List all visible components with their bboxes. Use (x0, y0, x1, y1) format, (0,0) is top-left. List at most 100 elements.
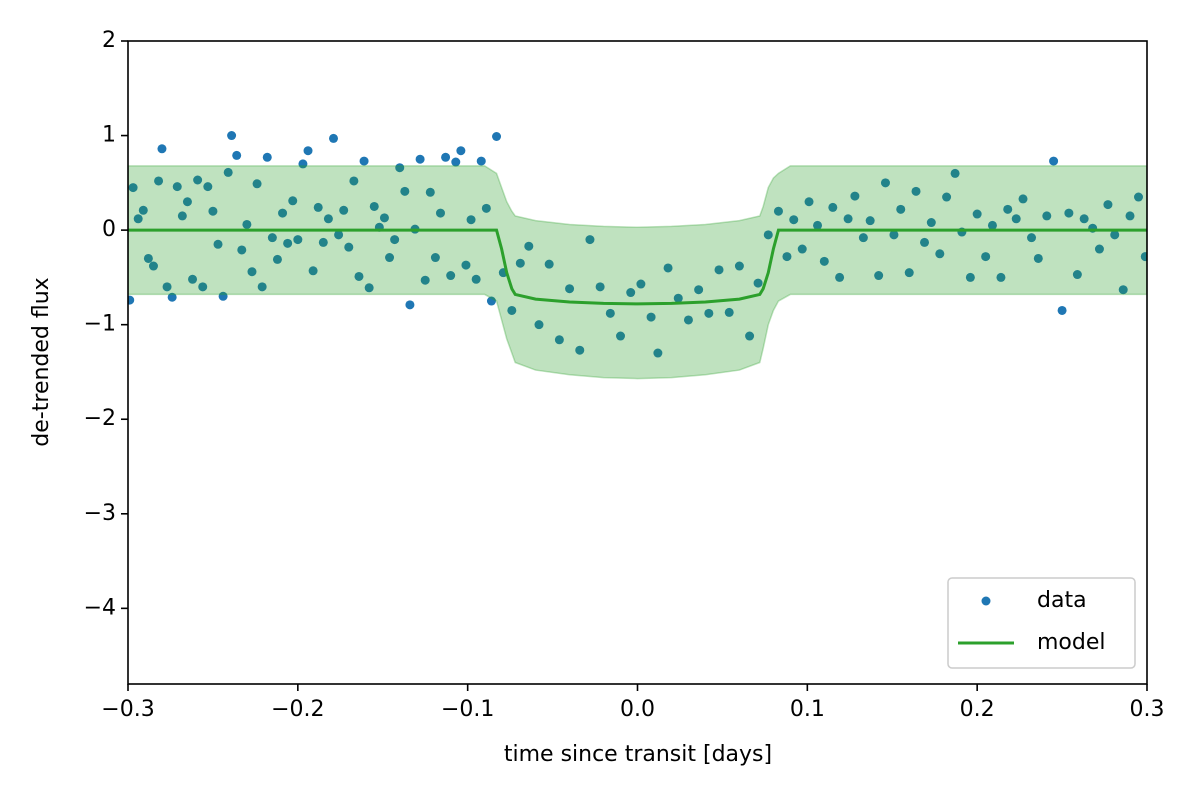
data-point (415, 154, 425, 164)
data-point (128, 295, 135, 305)
data-point (724, 307, 734, 317)
data-point (1057, 305, 1067, 315)
data-point (344, 242, 354, 252)
data-point (252, 179, 262, 189)
data-point (283, 238, 293, 248)
data-point (575, 345, 585, 355)
data-point (835, 272, 845, 282)
data-point (267, 233, 277, 243)
data-point (965, 272, 975, 282)
data-point (935, 249, 945, 259)
y-tick-label: 2 (102, 28, 116, 53)
data-point (782, 252, 792, 262)
data-point (303, 146, 313, 156)
data-point (193, 175, 203, 185)
model-line (128, 228, 1147, 306)
y-tick-label: −2 (84, 406, 116, 431)
data-point (972, 209, 982, 219)
data-point (734, 261, 744, 271)
data-point (471, 274, 481, 284)
data-point (1064, 208, 1074, 218)
data-point (400, 186, 410, 196)
x-tick-label: 0.3 (1130, 697, 1165, 722)
data-point (390, 235, 400, 245)
data-point (430, 253, 440, 263)
legend-label: model (1037, 630, 1106, 655)
data-point (1018, 194, 1028, 204)
data-point (349, 176, 359, 186)
x-tick-label: 0.2 (960, 697, 995, 722)
data-point (763, 230, 773, 240)
data-point (911, 186, 921, 196)
data-point (636, 279, 646, 289)
data-point (673, 293, 683, 303)
x-tick-label: −0.2 (271, 697, 324, 722)
data-point (227, 131, 237, 141)
data-point (138, 205, 148, 215)
data-point (143, 253, 153, 263)
data-point (1125, 211, 1135, 221)
data-point (359, 156, 369, 166)
data-point (198, 282, 208, 292)
data-point (544, 259, 554, 269)
data-point (272, 254, 282, 264)
data-point (920, 237, 930, 247)
data-point (177, 211, 187, 221)
data-point (585, 235, 595, 245)
data-point (354, 271, 364, 281)
data-point (446, 271, 456, 281)
x-axis-label: time since transit [days] (504, 742, 772, 767)
data-point (213, 239, 223, 249)
data-point (828, 202, 838, 212)
data-point (507, 305, 517, 315)
data-point (813, 220, 823, 230)
data-point (318, 237, 328, 247)
data-point (524, 241, 534, 251)
data-point (950, 168, 960, 178)
data-point (313, 202, 323, 212)
data-point (1033, 253, 1043, 263)
data-point (237, 245, 247, 255)
data-point (865, 216, 875, 226)
data-point (308, 266, 318, 276)
data-point (148, 261, 158, 271)
data-point (704, 308, 714, 318)
data-point (461, 260, 471, 270)
data-point (942, 192, 952, 202)
data-point (858, 233, 868, 243)
y-tick-label: 1 (102, 123, 116, 148)
data-point (298, 159, 308, 169)
data-point (515, 258, 525, 268)
data-point (874, 271, 884, 281)
data-point (203, 182, 213, 192)
data-point (797, 244, 807, 254)
data-point (334, 230, 344, 240)
data-point (481, 203, 491, 213)
data-point (753, 278, 763, 288)
data-point (1072, 270, 1082, 280)
data-point (182, 197, 192, 207)
data-point (441, 152, 451, 162)
data-point (162, 282, 172, 292)
data-point (486, 296, 496, 306)
data-point (565, 284, 575, 294)
data-point (1003, 204, 1013, 214)
y-tick-label: −1 (84, 312, 116, 337)
x-tick-label: 0.1 (790, 697, 825, 722)
y-axis-label: de-trended flux (29, 277, 54, 446)
data-point (188, 274, 198, 284)
data-point (804, 197, 814, 207)
data-point (293, 235, 303, 245)
data-point (714, 265, 724, 275)
data-point (167, 292, 177, 302)
data-point (405, 300, 415, 310)
legend-box (947, 577, 1136, 669)
x-tick-label: −0.3 (101, 697, 154, 722)
data-point (554, 335, 564, 345)
data-point (653, 348, 663, 358)
data-layer (128, 131, 1147, 380)
data-point (981, 252, 991, 262)
data-point (745, 331, 755, 341)
data-point (435, 208, 445, 218)
data-point (157, 144, 167, 154)
